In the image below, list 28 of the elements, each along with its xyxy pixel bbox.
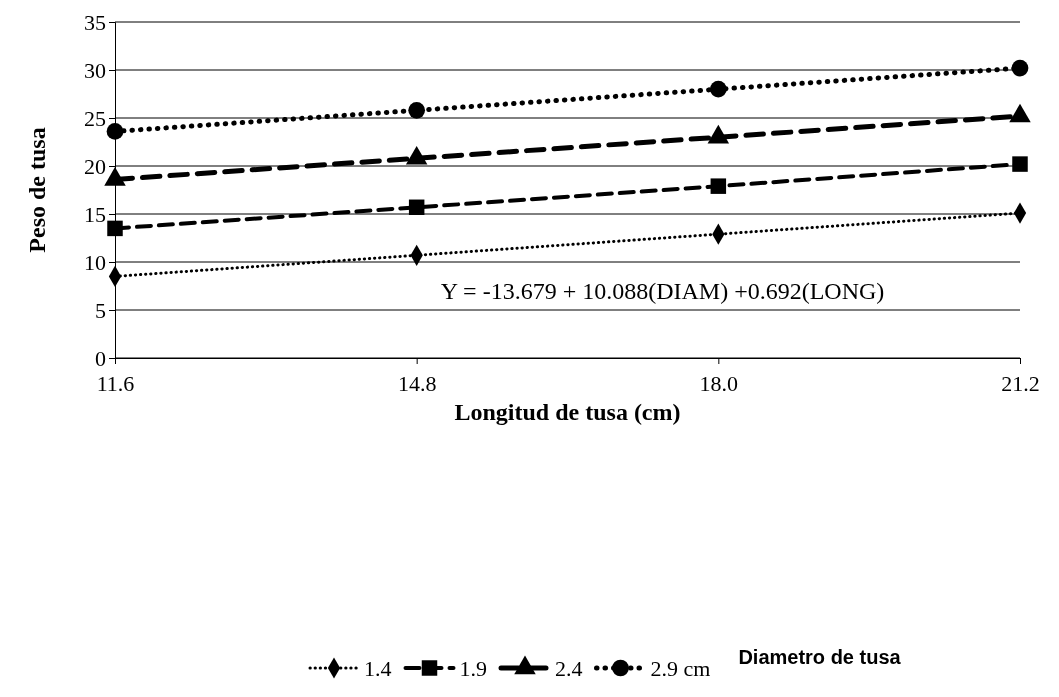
point: [107, 220, 123, 237]
point: [106, 123, 124, 140]
x-axis-title: Longitud de tusa (cm): [454, 399, 681, 425]
point: [408, 101, 426, 119]
point: [710, 178, 727, 194]
x-tick-label: 18.0: [699, 371, 739, 397]
y-tick-label: 5: [95, 297, 106, 323]
x-tick-label: 14.8: [397, 371, 437, 397]
x-tick-label: 11.6: [96, 371, 135, 397]
point: [1012, 156, 1028, 172]
y-tick-label: 20: [84, 153, 106, 179]
point: [408, 199, 425, 216]
y-axis-title: Peso de tusa: [24, 127, 50, 253]
legend-label: 2.9 cm: [650, 656, 711, 681]
legend-label: 1.4: [364, 656, 392, 681]
y-tick-label: 30: [84, 57, 106, 83]
point: [709, 80, 727, 98]
point: [1011, 59, 1029, 77]
legend-title: Diametro de tusa: [738, 646, 902, 668]
legend-label: 1.9: [459, 656, 487, 681]
legend-label: 2.4: [555, 656, 583, 681]
y-tick-label: 15: [84, 201, 106, 227]
y-tick-label: 10: [84, 249, 106, 275]
y-tick-label: 35: [84, 9, 106, 35]
annotation: Y = -13.679 + 10.088(DIAM) +0.692(LONG): [440, 277, 885, 304]
y-tick-label: 0: [95, 345, 106, 371]
y-tick-label: 25: [84, 105, 106, 131]
x-tick-label: 21.2: [1001, 371, 1040, 397]
